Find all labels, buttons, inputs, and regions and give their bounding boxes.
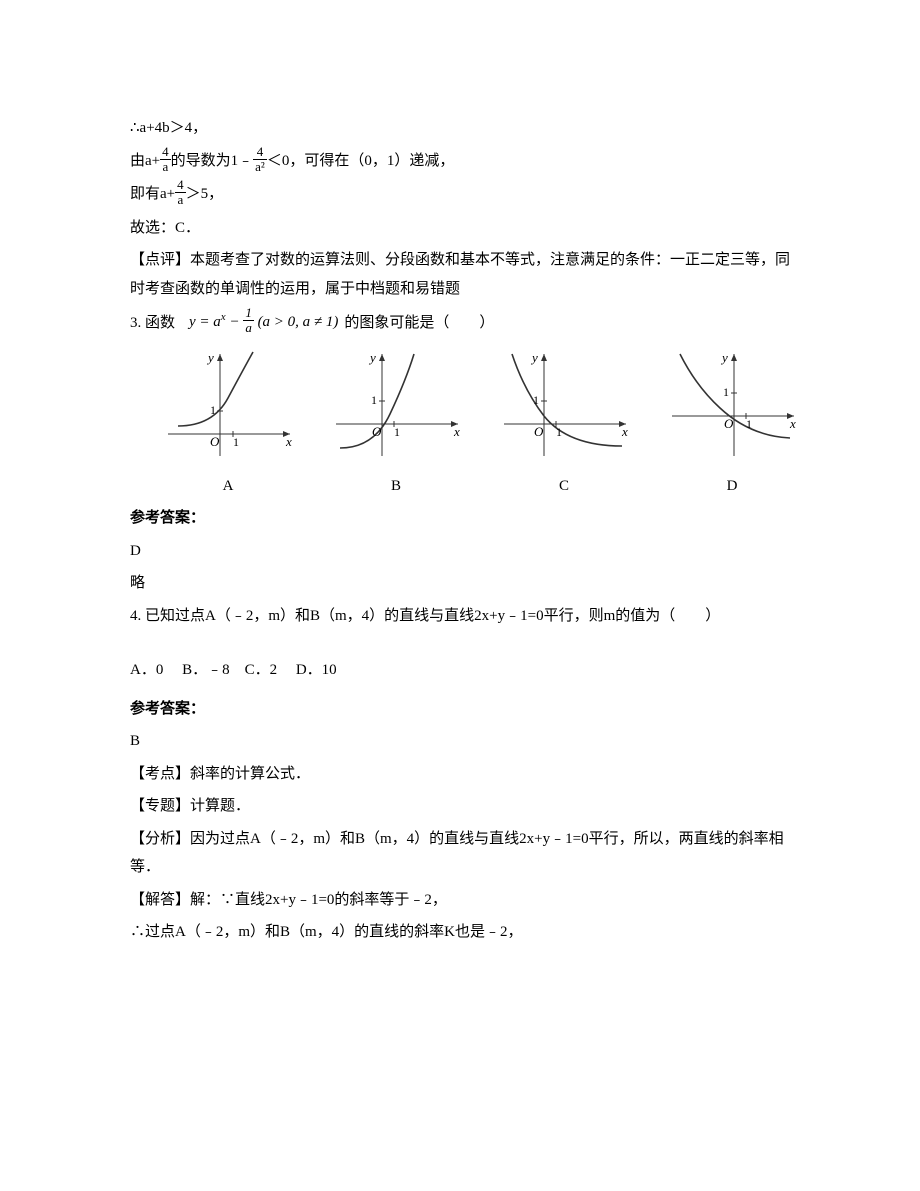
- svg-text:1: 1: [746, 417, 752, 431]
- text: ＞5，: [186, 186, 224, 202]
- text: −: [226, 314, 244, 330]
- svg-text:O: O: [372, 424, 382, 439]
- graph-option-b: O 1 1 x y B: [326, 346, 466, 501]
- graph-label-d: D: [727, 472, 738, 501]
- q4-jieda-1: 【解答】解：∵直线2x+y﹣1=0的斜率等于﹣2，: [130, 886, 790, 915]
- graph-options-row: O 1 1 x y A O 1 1 x: [158, 346, 790, 501]
- svg-text:1: 1: [371, 393, 377, 407]
- text: y = a: [189, 314, 221, 330]
- svg-text:1: 1: [556, 425, 562, 439]
- q4-zhuanti: 【专题】计算题．: [130, 792, 790, 821]
- text: 即有a+: [130, 186, 175, 202]
- q4-fenxi: 【分析】因为过点A（﹣2，m）和B（m，4）的直线与直线2x+y﹣1=0平行，所…: [130, 825, 790, 882]
- graph-option-a: O 1 1 x y A: [158, 346, 298, 501]
- answer-heading: 参考答案：: [130, 504, 790, 533]
- svg-text:1: 1: [394, 425, 400, 439]
- paragraph-dianping: 【点评】本题考查了对数的运算法则、分段函数和基本不等式，注意满足的条件：一正二定…: [130, 246, 790, 303]
- question-4: 4. 已知过点A（﹣2，m）和B（m，4）的直线与直线2x+y﹣1=0平行，则m…: [130, 602, 790, 631]
- fraction-4-over-a: 4a: [175, 178, 186, 208]
- svg-text:O: O: [724, 416, 734, 431]
- svg-text:1: 1: [210, 403, 216, 417]
- q4-kaodian: 【考点】斜率的计算公式．: [130, 760, 790, 789]
- spacer: [130, 634, 790, 652]
- svg-text:y: y: [368, 350, 376, 365]
- svg-text:y: y: [206, 350, 214, 365]
- svg-text:1: 1: [533, 393, 539, 407]
- math-expr: y = ax − 1a (a > 0, a ≠ 1): [189, 307, 338, 337]
- svg-text:O: O: [534, 424, 544, 439]
- q4-answer: B: [130, 727, 790, 756]
- q4-options: A．0 B．﹣8 C．2 D．10: [130, 656, 790, 685]
- q4-jieda-2: ∴过点A（﹣2，m）和B（m，4）的直线的斜率K也是﹣2，: [130, 918, 790, 947]
- svg-text:x: x: [621, 424, 628, 439]
- graph-label-b: B: [391, 472, 401, 501]
- q3-answer: D: [130, 537, 790, 566]
- text: (a > 0, a ≠ 1): [254, 314, 339, 330]
- fraction-4-over-a2: 4a²: [253, 145, 267, 175]
- graph-svg-d: O 1 1 x y: [662, 346, 802, 466]
- graph-label-a: A: [223, 472, 234, 501]
- graph-option-d: O 1 1 x y D: [662, 346, 802, 501]
- svg-text:y: y: [530, 350, 538, 365]
- text: ＜0，可得在（0，1）递减，: [267, 153, 455, 169]
- text: 的导数为1﹣: [171, 153, 254, 169]
- question-3: 3. 函数 y = ax − 1a (a > 0, a ≠ 1) 的图象可能是（…: [130, 307, 790, 337]
- text: 3. 函数: [130, 309, 175, 338]
- paragraph-derivative: 由a+4a的导数为1﹣4a²＜0，可得在（0，1）递减，: [130, 147, 790, 177]
- paragraph-a4b: ∴a+4b＞4，: [130, 114, 790, 143]
- svg-text:x: x: [285, 434, 292, 449]
- text: 的图象可能是（ ）: [344, 309, 494, 338]
- paragraph-choice-c: 故选：C．: [130, 214, 790, 243]
- graph-svg-c: O 1 1 x y: [494, 346, 634, 466]
- svg-text:x: x: [789, 416, 796, 431]
- q3-explanation: 略: [130, 569, 790, 598]
- graph-svg-a: O 1 1 x y: [158, 346, 298, 466]
- graph-label-c: C: [559, 472, 569, 501]
- svg-text:x: x: [453, 424, 460, 439]
- answer-heading: 参考答案：: [130, 695, 790, 724]
- svg-text:1: 1: [723, 385, 729, 399]
- svg-text:O: O: [210, 434, 220, 449]
- text: 由a+: [130, 153, 160, 169]
- fraction-4-over-a: 4a: [160, 145, 171, 175]
- graph-svg-b: O 1 1 x y: [326, 346, 466, 466]
- fraction-1-over-a: 1a: [243, 306, 254, 336]
- svg-text:1: 1: [233, 435, 239, 449]
- paragraph-result: 即有a+4a＞5，: [130, 180, 790, 210]
- svg-text:y: y: [720, 350, 728, 365]
- graph-option-c: O 1 1 x y C: [494, 346, 634, 501]
